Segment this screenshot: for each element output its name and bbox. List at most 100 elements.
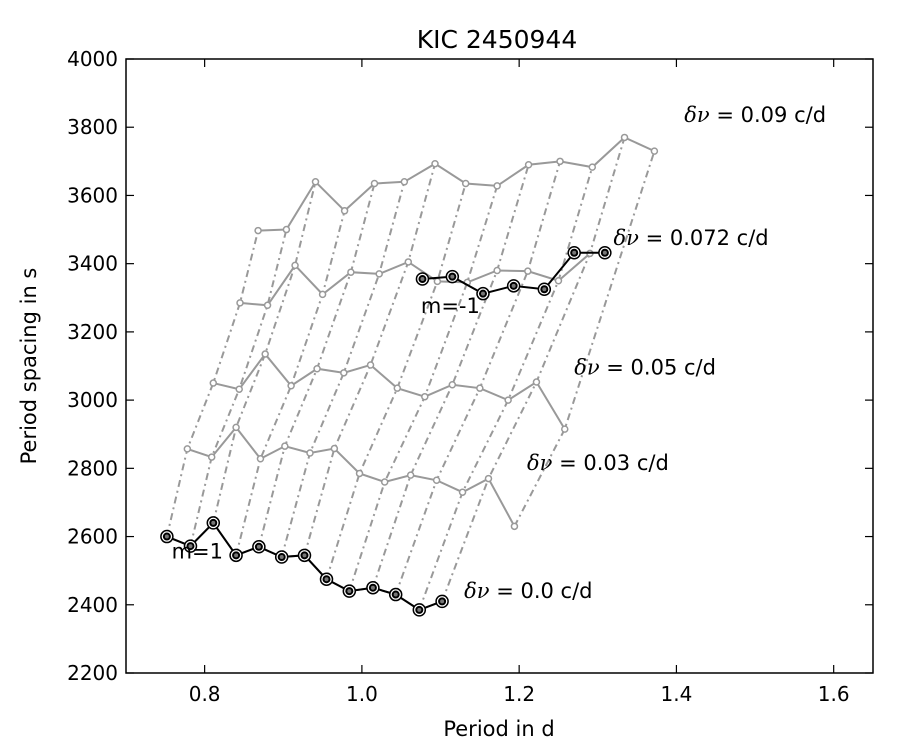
model-point bbox=[370, 179, 379, 188]
y-tick-label: 3000 bbox=[67, 388, 118, 412]
connector-line bbox=[303, 163, 436, 556]
model-point bbox=[400, 178, 409, 186]
model-point bbox=[433, 277, 442, 286]
x-tick-label: 1.4 bbox=[661, 682, 693, 706]
model-point bbox=[366, 361, 375, 369]
model-point bbox=[524, 160, 533, 169]
model-point bbox=[510, 522, 519, 531]
observed-point-center bbox=[234, 553, 239, 558]
y-tick-label: 3200 bbox=[67, 320, 118, 344]
model-point bbox=[340, 207, 349, 215]
model-point bbox=[256, 455, 265, 463]
x-tick-label: 1.2 bbox=[503, 682, 535, 706]
y-tick-label: 3400 bbox=[67, 252, 118, 276]
observed-point-center bbox=[302, 553, 307, 558]
observed-point-center bbox=[417, 607, 422, 612]
y-tick-label: 4000 bbox=[67, 47, 118, 71]
observed-point-center bbox=[324, 577, 329, 582]
model-point bbox=[432, 476, 441, 485]
observed-point-center bbox=[420, 277, 425, 282]
model-point bbox=[236, 299, 244, 307]
model-point bbox=[282, 225, 291, 234]
observed-point-center bbox=[480, 291, 485, 296]
observed-point-center bbox=[440, 599, 445, 604]
model-point bbox=[287, 382, 295, 390]
model-point bbox=[209, 379, 218, 387]
connector-line bbox=[371, 164, 530, 589]
model-point bbox=[235, 385, 243, 393]
x-tick-label: 0.8 bbox=[189, 682, 221, 706]
y-tick-label: 2600 bbox=[67, 525, 118, 549]
model-point bbox=[476, 384, 484, 392]
model-point bbox=[484, 474, 493, 483]
observed-point-center bbox=[511, 283, 516, 288]
chart-title: KIC 2450944 bbox=[417, 25, 578, 54]
model-point bbox=[380, 478, 389, 486]
mode-label: m=1 bbox=[172, 540, 223, 564]
model-point bbox=[330, 444, 339, 453]
series-annotation: δν = 0.03 c/d bbox=[527, 451, 669, 475]
model-point bbox=[263, 301, 272, 310]
model-point bbox=[532, 378, 541, 386]
model-point bbox=[254, 226, 262, 235]
observed-point-center bbox=[164, 534, 169, 539]
model-point bbox=[291, 261, 299, 270]
observed-series bbox=[415, 246, 612, 301]
model-point bbox=[311, 178, 320, 186]
observed-point-center bbox=[347, 589, 352, 594]
observed-point-center bbox=[211, 520, 216, 525]
observed-point-center bbox=[602, 250, 607, 255]
series-line bbox=[258, 136, 655, 232]
model-point bbox=[493, 266, 501, 275]
model-point bbox=[406, 471, 415, 479]
observed-point-center bbox=[572, 250, 577, 255]
model-point bbox=[375, 270, 383, 278]
series-line bbox=[239, 252, 591, 307]
mode-label: m=-1 bbox=[421, 294, 480, 318]
annotation-layer: δν = 0.0 c/d δν = 0.03 c/d δν = 0.05 c/d δν… bbox=[172, 103, 826, 603]
model-point bbox=[313, 364, 321, 373]
model-point bbox=[340, 369, 348, 377]
model-point bbox=[461, 179, 470, 188]
observed-point-center bbox=[279, 555, 284, 560]
x-tick-label: 1.0 bbox=[346, 682, 378, 706]
series-line bbox=[187, 425, 516, 527]
connector-line bbox=[394, 161, 562, 595]
observed-point-center bbox=[542, 287, 547, 292]
model-point bbox=[504, 396, 512, 404]
model-point bbox=[261, 350, 269, 358]
model-point bbox=[281, 442, 289, 450]
observed-point-center bbox=[393, 592, 398, 597]
series-annotation: δν = 0.072 c/d bbox=[614, 226, 769, 250]
series-annotation: δν = 0.0 c/d bbox=[464, 579, 592, 603]
model-point bbox=[306, 449, 314, 457]
model-point bbox=[183, 445, 192, 453]
observed-point-center bbox=[188, 544, 193, 549]
model-point bbox=[232, 423, 240, 432]
y-tick-label: 2200 bbox=[67, 661, 118, 685]
model-point bbox=[355, 469, 364, 478]
model-point bbox=[650, 147, 659, 155]
observed-point-center bbox=[450, 274, 455, 279]
model-point bbox=[524, 267, 532, 275]
model-point bbox=[493, 182, 501, 190]
observed-point-center bbox=[370, 585, 375, 590]
model-point bbox=[620, 133, 629, 142]
model-point bbox=[556, 157, 564, 166]
model-series bbox=[209, 350, 569, 433]
model-point bbox=[431, 159, 439, 168]
model-point bbox=[588, 163, 597, 171]
observed-point-center bbox=[256, 544, 261, 549]
model-point bbox=[318, 290, 327, 299]
model-series bbox=[236, 249, 594, 310]
model-point bbox=[421, 392, 429, 401]
model-series bbox=[254, 133, 659, 235]
model-point bbox=[458, 488, 467, 496]
y-tick-label: 2800 bbox=[67, 456, 118, 480]
x-tick-label: 1.6 bbox=[818, 682, 850, 706]
model-point bbox=[554, 276, 563, 285]
x-axis-label: Period in d bbox=[443, 717, 554, 741]
y-axis-label: Period spacing in s bbox=[17, 268, 41, 465]
model-point bbox=[393, 384, 402, 392]
